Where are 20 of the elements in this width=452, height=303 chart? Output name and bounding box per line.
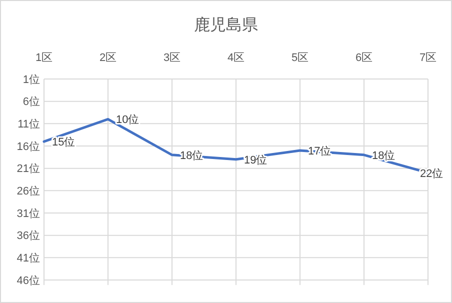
x-tick-label: 5区 — [291, 52, 309, 64]
y-tick-label: 26位 — [16, 186, 40, 198]
x-tick-label: 3区 — [163, 52, 181, 64]
y-tick-label: 11位 — [18, 118, 40, 131]
y-tick-label: 1位 — [22, 74, 40, 86]
text: 15位 — [52, 136, 76, 149]
y-tick-label: 6位 — [22, 96, 40, 108]
chart-title: 鹿児島県 — [194, 16, 258, 34]
x-tick-label: 2区 — [99, 52, 117, 64]
x-tick-label: 6区 — [355, 52, 373, 64]
x-tick-label: 1区 — [35, 52, 53, 64]
y-tick-label: 16位 — [16, 140, 40, 153]
y-tick-label: 41位 — [16, 252, 40, 265]
y-tick-label: 31位 — [16, 208, 40, 220]
text: 10位 — [116, 114, 140, 126]
y-tick-label: 46位 — [16, 274, 40, 287]
y-tick-label: 21位 — [16, 163, 40, 176]
y-tick-label: 36位 — [16, 230, 40, 242]
x-tick-label: 4区 — [227, 52, 245, 64]
x-tick-label: 7区 — [419, 52, 437, 64]
